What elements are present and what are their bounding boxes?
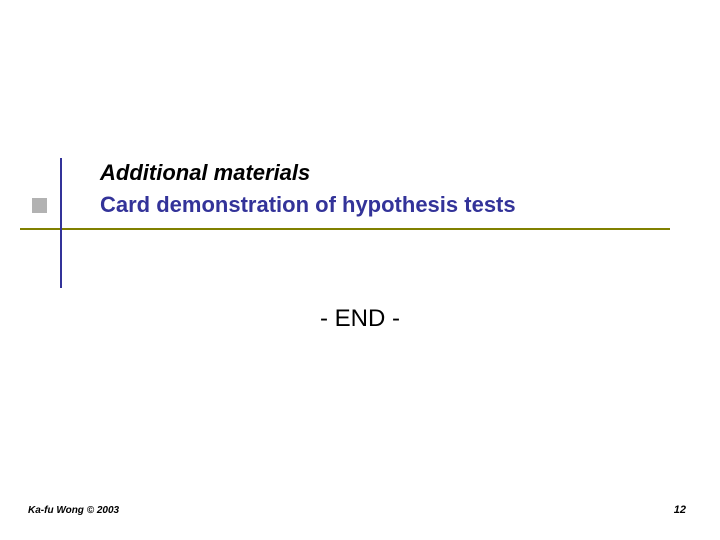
footer-copyright: Ka-fu Wong © 2003 — [28, 505, 119, 516]
slide-subtitle: Additional materials — [100, 160, 310, 186]
accent-square — [32, 198, 47, 213]
slide-title: Card demonstration of hypothesis tests — [100, 192, 516, 218]
end-marker: - END - — [0, 305, 720, 333]
slide-container: Additional materials Card demonstration … — [0, 0, 720, 540]
vertical-rule — [60, 158, 62, 288]
horizontal-rule — [20, 228, 670, 230]
page-number: 12 — [674, 504, 686, 516]
